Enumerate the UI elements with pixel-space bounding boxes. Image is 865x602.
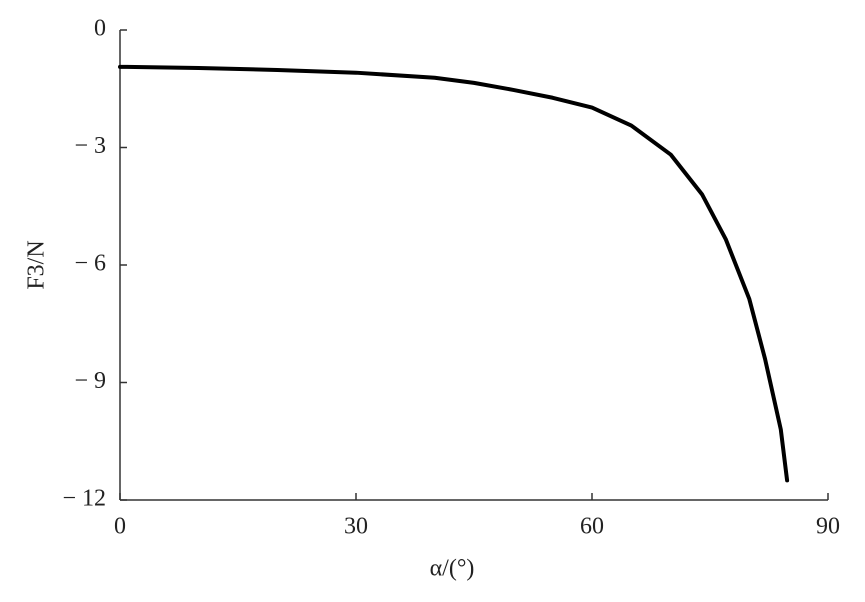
x-tick-label: 0 (114, 514, 126, 540)
x-tick-label: 30 (344, 514, 368, 540)
y-tick-label: − 3 (74, 133, 106, 159)
y-tick-label: 0 (94, 16, 106, 42)
y-tick-label: − 12 (62, 486, 106, 512)
y-tick-label: − 6 (74, 251, 106, 277)
line-series (118, 64, 790, 483)
y-tick-label: − 9 (74, 368, 106, 394)
x-axis-label: α/(°) (430, 556, 475, 582)
x-tick-label: 60 (580, 514, 604, 540)
y-axis-label: F3/N (24, 240, 50, 289)
x-tick-label: 90 (816, 514, 840, 540)
